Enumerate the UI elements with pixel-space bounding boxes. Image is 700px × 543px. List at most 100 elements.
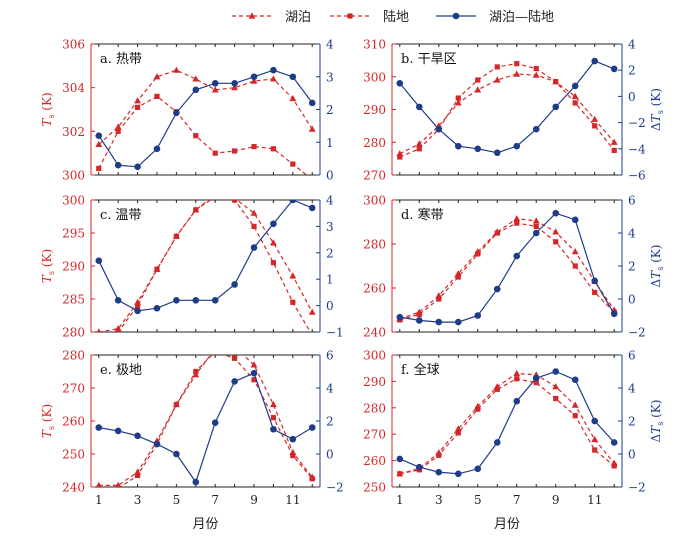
data-point: [211, 419, 219, 426]
data-point: [232, 148, 238, 154]
data-point: [454, 470, 462, 478]
y-left-tick-label: 295: [62, 227, 85, 241]
data-point: [532, 125, 540, 133]
data-point: [553, 395, 559, 402]
series-line: [399, 212, 615, 323]
data-point: [591, 115, 599, 122]
y-right-tick-label: 2: [326, 415, 334, 429]
data-point: [552, 103, 560, 111]
data-point: [436, 452, 442, 458]
legend-marker: [452, 12, 460, 20]
y-right-tick-label: 4: [628, 38, 636, 52]
y-left-axis-label: Ts (K): [40, 92, 56, 126]
data-point: [571, 248, 579, 255]
data-point: [114, 297, 122, 304]
data-point: [270, 66, 277, 74]
data-point: [270, 425, 277, 433]
y-right-tick-label: −2: [628, 326, 646, 340]
x-axis-label: 月份: [192, 517, 218, 532]
data-point: [231, 378, 238, 385]
x-tick-label: 3: [435, 493, 443, 507]
data-point: [173, 401, 179, 408]
legend-label: 陆地: [383, 9, 409, 25]
data-point: [251, 223, 257, 229]
data-point: [250, 77, 258, 84]
panel-label: b. 干旱区: [401, 52, 457, 67]
series-diff: [396, 209, 618, 326]
series-land: [397, 376, 617, 477]
data-point: [396, 80, 404, 87]
y-left-tick-label: 290: [62, 260, 85, 274]
data-point: [454, 99, 462, 106]
data-point: [552, 368, 560, 375]
y-right-tick-label: 1: [326, 136, 334, 150]
data-point: [532, 217, 540, 224]
data-point: [513, 142, 521, 150]
y-right-tick-label: 2: [628, 260, 636, 274]
y-left-tick-label: 240: [62, 481, 85, 495]
x-tick-label: 5: [474, 493, 482, 507]
data-point: [532, 71, 540, 78]
data-point: [134, 104, 141, 110]
data-point: [251, 144, 257, 150]
data-point: [211, 80, 219, 87]
data-point: [192, 478, 200, 486]
legend-marker: [347, 13, 353, 19]
data-point: [415, 317, 423, 324]
data-point: [610, 65, 618, 73]
data-point: [134, 163, 141, 171]
data-point: [212, 345, 219, 351]
data-point: [513, 397, 521, 405]
data-point: [396, 313, 404, 321]
y-right-tick-label: 6: [326, 349, 334, 363]
series-line: [399, 60, 615, 154]
data-point: [494, 64, 500, 70]
data-point: [514, 376, 520, 382]
data-point: [173, 109, 180, 117]
data-point: [289, 435, 297, 443]
data-point: [552, 209, 560, 217]
y-right-tick-label: −2: [628, 481, 646, 495]
data-point: [416, 146, 422, 152]
y-left-tick-label: 310: [363, 38, 386, 52]
y-left-tick-label: 280: [62, 326, 85, 340]
data-point: [455, 274, 461, 280]
data-point: [153, 440, 161, 448]
data-point: [134, 472, 141, 479]
series-diff: [95, 369, 316, 486]
data-point: [513, 70, 521, 77]
data-point: [308, 308, 316, 315]
data-point: [95, 481, 102, 487]
series-line: [98, 372, 313, 484]
data-point: [153, 73, 161, 80]
series-line: [98, 95, 308, 175]
series-line: [399, 73, 615, 155]
y-right-tick-label: 0: [628, 293, 636, 307]
data-point: [436, 296, 442, 302]
x-tick-label: 7: [513, 493, 521, 507]
data-point: [173, 297, 180, 304]
x-tick-label: 1: [396, 493, 404, 507]
data-point: [192, 371, 200, 378]
data-point: [192, 297, 200, 304]
series-line: [399, 378, 615, 475]
y-left-tick-label: 300: [363, 194, 386, 208]
series-line: [98, 69, 313, 145]
data-point: [591, 417, 599, 425]
y-right-tick-label: 2: [628, 64, 636, 78]
series-line: [116, 200, 311, 332]
data-point: [134, 432, 141, 440]
y-right-tick-label: 2: [628, 415, 636, 429]
data-point: [475, 251, 481, 257]
panel-5: 1 3 5 7 9 11 240 250 260 270 280 −2 0 2 4 6 Ts (K) 月份 e. 极…: [40, 345, 344, 533]
data-point: [494, 230, 500, 236]
y-left-tick-label: 270: [363, 428, 386, 442]
legend-marker: [248, 12, 256, 19]
data-point: [289, 73, 297, 81]
data-point: [270, 415, 277, 421]
series-lake: [396, 215, 618, 322]
data-point: [231, 80, 238, 87]
y-right-tick-label: −2: [326, 481, 344, 495]
